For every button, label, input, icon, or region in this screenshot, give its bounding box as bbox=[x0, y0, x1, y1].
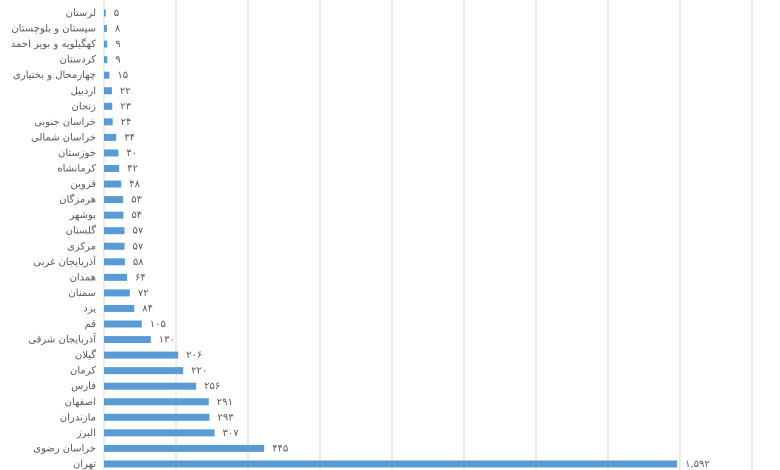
bar bbox=[104, 25, 107, 33]
bar bbox=[104, 413, 210, 421]
category-label: خراسان رضوی bbox=[33, 443, 96, 454]
bar bbox=[104, 56, 108, 64]
category-label: چهارمحال و بختیاری bbox=[13, 70, 96, 81]
value-label: ۸۴ bbox=[142, 303, 153, 314]
value-label: ۲۵۶ bbox=[204, 381, 220, 392]
category-label: فارس bbox=[71, 381, 96, 392]
category-label: تهران bbox=[73, 459, 96, 470]
category-label: خراسان جنوبی bbox=[34, 117, 96, 128]
category-label: زنجان bbox=[72, 101, 97, 112]
category-label: اصفهان bbox=[65, 397, 96, 408]
bar bbox=[104, 429, 215, 437]
value-label: ۶۴ bbox=[135, 272, 146, 283]
category-label: کردستان bbox=[59, 55, 96, 66]
value-label: ۲۹۳ bbox=[217, 412, 234, 423]
value-label: ۹ bbox=[115, 39, 120, 50]
bar bbox=[104, 87, 112, 95]
bar bbox=[104, 165, 120, 172]
value-label: ۱۳۰ bbox=[159, 335, 175, 346]
value-label: ۳۰۷ bbox=[223, 428, 240, 439]
value-label: ۱۰۵ bbox=[150, 319, 166, 330]
category-label: آذربایجان غربی bbox=[33, 255, 97, 268]
bar bbox=[104, 196, 124, 204]
category-label: قم bbox=[85, 319, 97, 330]
bar bbox=[104, 320, 142, 328]
value-label: ۴۴۵ bbox=[272, 443, 288, 454]
value-label: ۵۴ bbox=[131, 210, 142, 221]
bar bbox=[104, 118, 113, 126]
category-label: لرستان bbox=[66, 8, 96, 19]
bar bbox=[104, 367, 184, 375]
value-label: ۲۰۶ bbox=[186, 350, 202, 361]
value-label: ۵۷ bbox=[133, 241, 144, 252]
value-label: ۳۴ bbox=[124, 132, 135, 143]
category-label: کرمان bbox=[70, 366, 96, 377]
category-label: هرمزگان bbox=[59, 194, 96, 206]
bar bbox=[104, 242, 125, 250]
value-label: ۵۳ bbox=[131, 195, 142, 206]
value-label: ۴۸ bbox=[129, 179, 140, 190]
category-label: اردبیل bbox=[71, 86, 96, 97]
value-label: ۵ bbox=[114, 8, 119, 19]
value-label: ۵۸ bbox=[133, 257, 144, 268]
value-label: ۲۲۰ bbox=[191, 366, 207, 377]
bar bbox=[104, 102, 113, 110]
category-label: سمنان bbox=[68, 288, 96, 299]
category-label: کهگیلویه و بویر احمد bbox=[11, 38, 96, 50]
value-label: ۷۲ bbox=[138, 288, 149, 299]
bar bbox=[104, 149, 119, 157]
category-label: البرز bbox=[76, 428, 96, 439]
category-label: یزد bbox=[83, 303, 96, 314]
category-label: گیلان bbox=[75, 349, 96, 361]
value-label: ۲۳ bbox=[120, 101, 131, 112]
bar bbox=[104, 227, 125, 235]
bar bbox=[104, 398, 209, 406]
value-label: ۴۰ bbox=[126, 148, 137, 159]
category-label: خوزستان bbox=[58, 148, 96, 159]
bar bbox=[104, 289, 130, 297]
bar bbox=[104, 71, 110, 79]
bar bbox=[104, 9, 106, 17]
value-label: ۲۹۱ bbox=[217, 397, 233, 408]
category-label: گلستان bbox=[66, 225, 97, 237]
category-label: آذربایجان شرقی bbox=[28, 333, 97, 346]
value-label: ۵۷ bbox=[133, 226, 144, 237]
category-label: قزوین bbox=[70, 179, 96, 190]
value-label: ۲۴ bbox=[121, 117, 132, 128]
category-label: مازندران bbox=[60, 412, 96, 423]
bar bbox=[104, 40, 108, 48]
bar bbox=[104, 351, 179, 359]
bar bbox=[104, 444, 265, 452]
bar bbox=[104, 258, 125, 266]
bar bbox=[104, 211, 124, 219]
value-label: ۱,۵۹۲ bbox=[685, 459, 710, 470]
bar bbox=[104, 460, 678, 468]
category-label: خراسان شمالی bbox=[31, 132, 96, 143]
bar bbox=[104, 304, 135, 312]
category-label: بوشهر bbox=[69, 210, 96, 221]
bar bbox=[104, 336, 151, 344]
value-label: ۲۲ bbox=[120, 86, 131, 97]
category-label: مرکزی bbox=[67, 241, 96, 252]
bar bbox=[104, 133, 117, 141]
bar bbox=[104, 273, 128, 281]
value-label: ۸ bbox=[115, 24, 121, 35]
value-label: ۴۲ bbox=[127, 164, 138, 175]
category-label: همدان bbox=[70, 272, 96, 283]
bar bbox=[104, 382, 197, 390]
category-label: کرمانشاه bbox=[57, 164, 96, 175]
category-label: سیستان و بلوچستان bbox=[11, 24, 96, 35]
value-label: ۱۵ bbox=[117, 70, 128, 81]
value-label: ۹ bbox=[115, 55, 120, 66]
bar bbox=[104, 180, 122, 188]
